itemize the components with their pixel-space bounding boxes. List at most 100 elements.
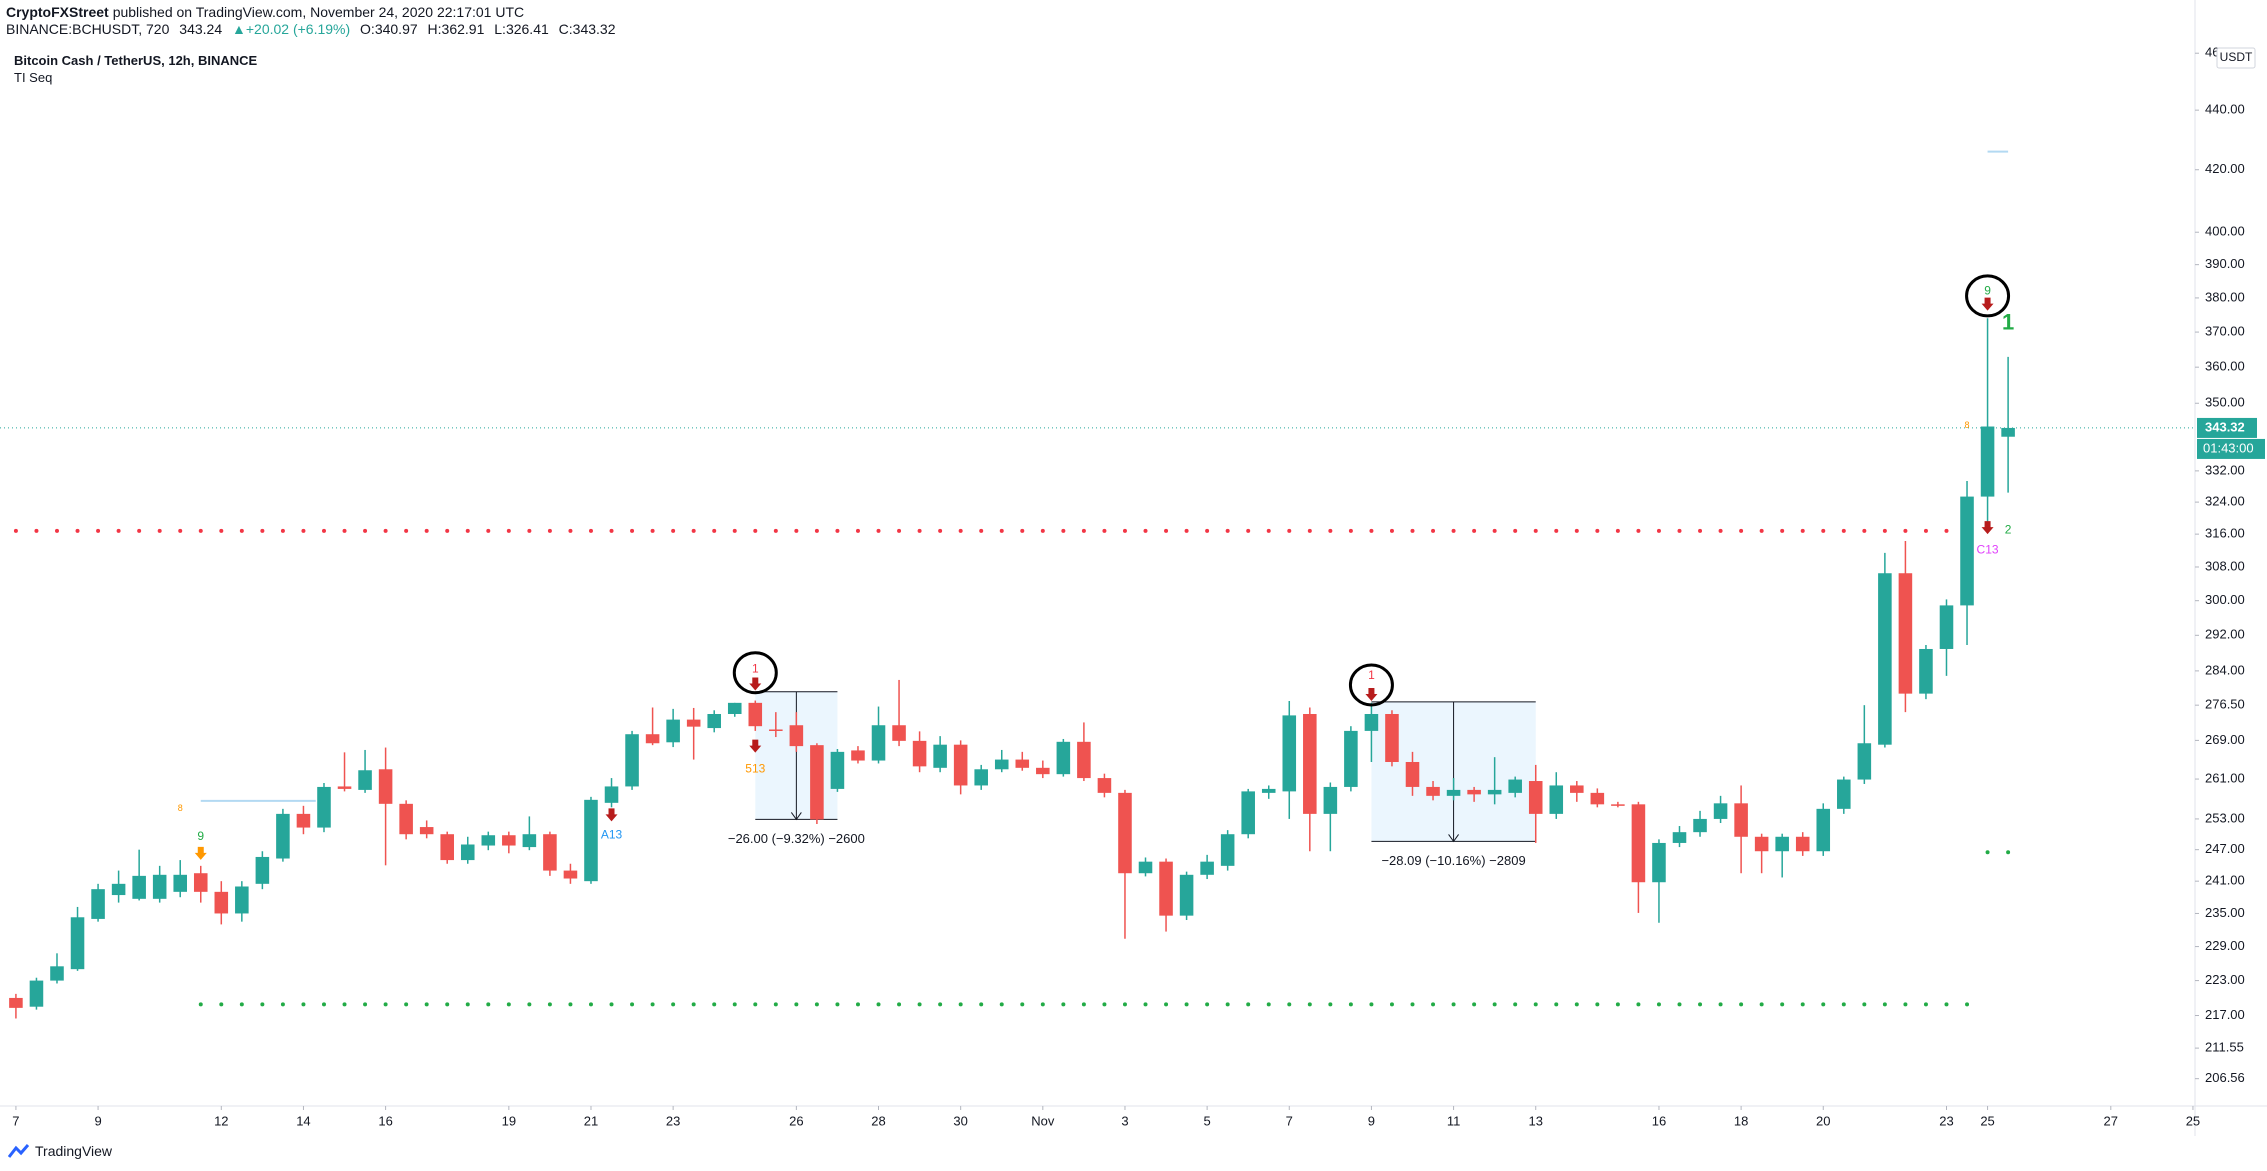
countdown-badge	[2197, 438, 2265, 459]
highlight-circle	[1965, 274, 2011, 318]
signal-label: 1	[2002, 310, 2014, 335]
currency-label: USDT	[2220, 50, 2253, 64]
candle-body	[953, 744, 968, 786]
y-tick-label: 380.00	[2205, 289, 2245, 304]
price-badge	[2197, 417, 2257, 438]
candle-body	[1097, 778, 1112, 793]
candle-body	[1015, 759, 1030, 768]
x-tick-label: 20	[1816, 1113, 1830, 1128]
candle-body	[1467, 789, 1481, 795]
signal-label: 8	[1965, 420, 1970, 430]
signal-arrow	[194, 846, 207, 860]
y-tick-label: 324.00	[2205, 494, 2245, 509]
signal-label: 1	[1368, 668, 1375, 682]
brand: TradingView	[35, 1143, 113, 1159]
x-tick-label: 25	[1980, 1113, 1994, 1128]
candle-body	[193, 873, 208, 892]
candle-body	[851, 750, 865, 761]
ohlc-high: H:362.91	[427, 21, 485, 37]
x-tick-label: 27	[2104, 1113, 2118, 1128]
measure-arrow-head	[790, 812, 802, 821]
y-tick-label: 400.00	[2205, 224, 2245, 239]
candle-body	[830, 751, 845, 789]
x-tick-label: 16	[1652, 1113, 1666, 1128]
candle-body	[1980, 426, 1995, 497]
candle-body	[1919, 648, 1933, 694]
candle-body	[1138, 861, 1153, 874]
candle-body	[214, 891, 229, 914]
candle-body	[378, 769, 393, 804]
candle-body	[296, 813, 311, 828]
candle-body	[1303, 713, 1317, 814]
candle-body	[255, 856, 270, 884]
y-tick-label: 253.00	[2205, 810, 2245, 825]
candle-body	[1323, 786, 1338, 814]
x-tick-label: 30	[953, 1113, 967, 1128]
measure-arrow-head	[1448, 834, 1459, 843]
highlight-circle	[1348, 663, 1394, 707]
candle-body	[522, 834, 537, 848]
candle-body	[645, 734, 660, 744]
author: CryptoFXStreet	[6, 4, 109, 20]
candle-body	[1570, 785, 1584, 793]
candle-body	[769, 729, 783, 731]
candle-body	[666, 719, 680, 743]
x-tick-label: 3	[1121, 1113, 1128, 1128]
symbol-line: BINANCE:BCHUSDT, 720 343.24 ▲+20.02 (+6.…	[6, 21, 621, 37]
candle-body	[440, 834, 454, 861]
candle-body	[1795, 836, 1810, 852]
y-tick-label: 370.00	[2205, 324, 2245, 339]
candle-body	[50, 966, 64, 981]
candle-body	[543, 834, 557, 871]
x-tick-label: 23	[1939, 1113, 1953, 1128]
candle-body	[1385, 713, 1399, 762]
candle-body	[419, 827, 434, 835]
y-tick-label: 269.00	[2205, 732, 2245, 747]
y-tick-label: 284.00	[2205, 662, 2245, 677]
x-tick-label: 9	[1368, 1113, 1375, 1128]
candle-body	[1036, 767, 1050, 775]
candle-body	[1446, 789, 1461, 796]
symbol: BINANCE:BCHUSDT, 720	[6, 21, 170, 37]
signal-arrow	[1981, 521, 1994, 535]
x-tick-label: 7	[1286, 1113, 1293, 1128]
candle-body	[1754, 836, 1769, 852]
candle-body	[132, 875, 146, 899]
y-tick-label: 300.00	[2205, 592, 2245, 607]
candle-body	[1261, 788, 1276, 793]
x-tick-label: 19	[502, 1113, 516, 1128]
x-tick-label: 21	[584, 1113, 598, 1128]
y-tick-label: 235.00	[2205, 905, 2245, 920]
x-tick-label: 18	[1734, 1113, 1748, 1128]
candle-body	[1775, 836, 1789, 852]
legend-indicator[interactable]: TI Seq	[14, 70, 53, 85]
candle-body	[1364, 713, 1379, 731]
candle-body	[1056, 741, 1071, 775]
candle-body	[563, 870, 578, 879]
candle-body	[111, 883, 126, 896]
candle-body	[1405, 761, 1420, 787]
change: ▲+20.02 (+6.19%)	[232, 21, 351, 37]
y-tick-label: 332.00	[2205, 462, 2245, 477]
candle-body	[1220, 834, 1235, 866]
candle-body	[1508, 779, 1522, 793]
candle-body	[707, 713, 721, 729]
signal-arrow	[749, 677, 762, 691]
candle-body	[604, 786, 619, 803]
candle-body	[1857, 743, 1872, 780]
y-tick-label: 206.56	[2205, 1070, 2245, 1085]
last-price: 343.24	[179, 21, 223, 37]
y-tick-label: 420.00	[2205, 161, 2245, 176]
candle-body	[1590, 792, 1605, 805]
candle-body	[1344, 730, 1358, 787]
candle-body	[912, 740, 927, 767]
x-tick-label: Nov	[1031, 1113, 1055, 1128]
signal-label: 1	[752, 662, 759, 676]
legend-title[interactable]: Bitcoin Cash / TetherUS, 12h, BINANCE	[14, 53, 258, 68]
candle-body	[1077, 741, 1091, 779]
candle-body	[1241, 791, 1255, 835]
candle-body	[1179, 874, 1194, 916]
candle-body	[399, 803, 413, 835]
